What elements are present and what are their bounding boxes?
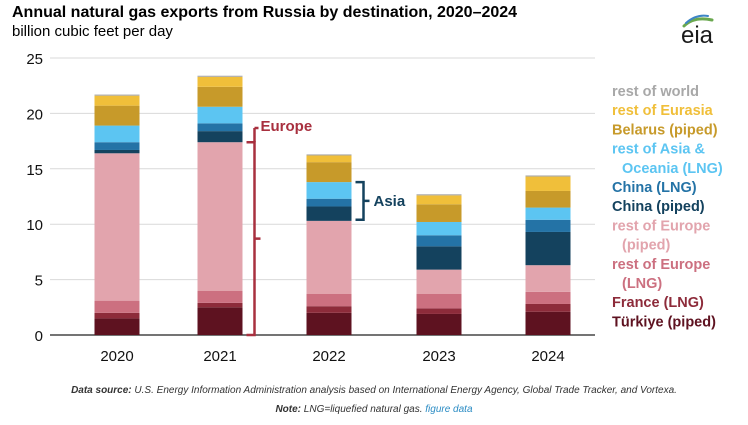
bar-segment <box>525 175 571 177</box>
eia-logo: eia <box>672 14 722 49</box>
bar-segment <box>197 75 243 77</box>
y-axis-unit-label: billion cubic feet per day <box>12 23 173 40</box>
bar-segment <box>416 246 462 270</box>
bar-segment <box>416 294 462 309</box>
legend-entry: rest of Europe <box>612 257 710 273</box>
bar-segment <box>197 86 243 107</box>
y-tick-label: 0 <box>35 328 43 345</box>
x-tick-label: 2020 <box>100 348 133 365</box>
logo-swoosh-icon <box>682 14 714 28</box>
x-tick-label: 2021 <box>203 348 236 365</box>
legend-entry: (piped) <box>622 238 670 254</box>
bar-segment <box>197 131 243 143</box>
bar-segment <box>94 142 140 150</box>
x-tick-label: 2022 <box>312 348 345 365</box>
bar-segment <box>197 142 243 291</box>
legend-entry: rest of Europe <box>612 218 710 234</box>
bar-segment <box>197 302 243 308</box>
bar-segment <box>306 162 352 183</box>
legend-entry: rest of Eurasia <box>612 103 714 119</box>
bar-segment <box>306 198 352 207</box>
bar-segment <box>525 190 571 208</box>
bar-segment <box>525 265 571 292</box>
bar-segment <box>197 76 243 87</box>
x-tick-label: 2024 <box>531 348 564 365</box>
x-tick-label: 2023 <box>422 348 455 365</box>
bar-segment <box>525 176 571 191</box>
bar-segment <box>306 306 352 313</box>
bar-segment <box>525 219 571 232</box>
legend: rest of world rest of Eurasia Belarus (pip… <box>612 84 723 330</box>
annotation-label: Asia <box>374 193 406 210</box>
legend-entry: rest of Asia & <box>612 142 705 158</box>
annotation-bracket <box>246 140 261 337</box>
bar-segment <box>306 312 352 335</box>
bar-segment <box>94 95 140 106</box>
bar-segment <box>306 294 352 307</box>
bar-segment <box>416 269 462 295</box>
legend-entry: France (LNG) <box>612 295 704 311</box>
bar-segment <box>525 231 571 266</box>
bar-segment <box>94 153 140 301</box>
bar-segment <box>525 291 571 304</box>
bar-segment <box>94 125 140 143</box>
note-text: LNG=liquefied natural gas. <box>301 404 426 415</box>
legend-entry: Oceania (LNG) <box>622 161 723 177</box>
y-tick-label: 5 <box>35 273 43 290</box>
bar-segment <box>94 105 140 126</box>
bar-segment <box>416 235 462 247</box>
annotation-label: Europe <box>261 118 313 135</box>
x-axis-ticks: 2020 2021 2022 2023 2024 <box>100 348 564 365</box>
chart-title: Annual natural gas exports from Russia b… <box>12 4 518 21</box>
lng-note: Note: LNG=liquefied natural gas. figure … <box>0 404 748 415</box>
logo-text: eia <box>680 22 714 49</box>
bar-segment <box>416 308 462 314</box>
y-tick-label: 15 <box>26 162 43 179</box>
legend-entry: China (LNG) <box>612 180 697 196</box>
note-label: Note: <box>275 404 302 415</box>
bar-segment <box>94 300 140 313</box>
bar-segment <box>94 94 140 96</box>
bar-segment <box>94 318 140 335</box>
data-source-text: U.S. Energy Information Administration a… <box>131 385 677 396</box>
y-tick-label: 25 <box>26 51 43 68</box>
bar-segment <box>94 149 140 154</box>
legend-entry: Türkiye (piped) <box>612 314 716 330</box>
legend-entry: rest of world <box>612 84 699 100</box>
bar-segment <box>416 194 462 196</box>
y-tick-label: 10 <box>26 217 43 234</box>
bars <box>94 75 571 335</box>
bar-segment <box>416 221 462 236</box>
bar-segment <box>416 195 462 205</box>
annotation-bracket <box>355 180 370 222</box>
bar-segment <box>306 206 352 221</box>
bar-segment <box>197 123 243 132</box>
bar-segment <box>525 303 571 312</box>
legend-entry: China (piped) <box>612 199 705 215</box>
y-tick-label: 20 <box>26 106 43 123</box>
y-axis-ticks: 0 5 10 15 20 25 <box>26 51 43 345</box>
legend-entry: Belarus (piped) <box>612 122 718 138</box>
data-source-note: Data source: U.S. Energy Information Adm… <box>0 385 748 396</box>
bar-segment <box>416 204 462 222</box>
bar-segment <box>416 313 462 335</box>
bar-segment <box>197 307 243 335</box>
data-source-label: Data source: <box>71 385 132 396</box>
bar-segment <box>197 106 243 124</box>
bar-segment <box>306 182 352 199</box>
bar-segment <box>197 290 243 303</box>
legend-entry: (LNG) <box>622 276 662 292</box>
bar-segment <box>525 311 571 335</box>
bar-segment <box>306 155 352 163</box>
bar-segment <box>94 312 140 319</box>
stacked-bar-chart: 0 5 10 15 20 25 2020 2021 2022 2023 2024 Europe As… <box>26 51 723 365</box>
annotations: Europe Asia <box>246 118 406 337</box>
bar-segment <box>306 154 352 156</box>
bar-segment <box>525 207 571 220</box>
figure-data-link[interactable]: figure data <box>425 404 473 415</box>
bar-segment <box>306 220 352 295</box>
